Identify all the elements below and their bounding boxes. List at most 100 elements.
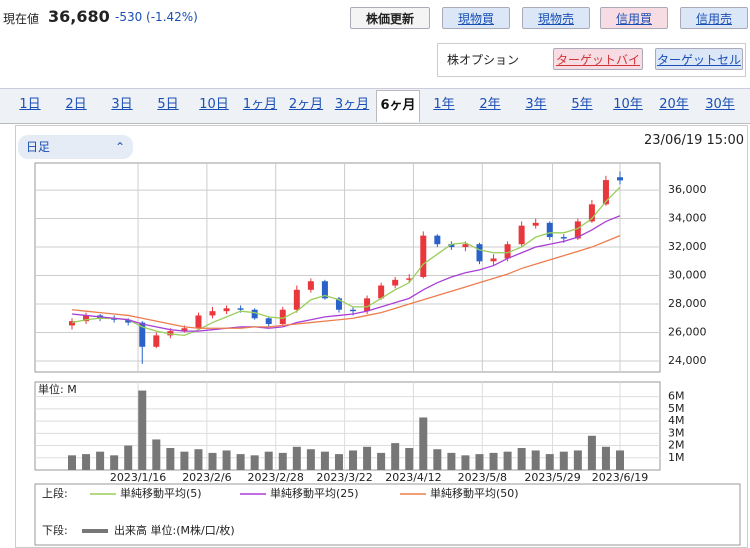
- volume-bar: [208, 452, 217, 470]
- candle-body: [223, 308, 230, 312]
- header-button[interactable]: 現物売: [522, 7, 590, 29]
- candle-body: [574, 221, 581, 239]
- period-tab[interactable]: 20年: [659, 97, 689, 112]
- volume-bar: [180, 451, 189, 470]
- moving-average: [71, 235, 621, 329]
- x-tick-label: 2023/4/12: [385, 471, 441, 484]
- period-tab[interactable]: 5日: [157, 97, 179, 112]
- y-tick-label: 32,000: [668, 240, 707, 253]
- price-change: -530 (-1.42%): [115, 10, 198, 24]
- option-label: 株オプション: [447, 53, 520, 67]
- candle-body: [153, 335, 160, 347]
- header-button[interactable]: 現物買: [442, 7, 510, 29]
- candle-body: [83, 315, 90, 322]
- volume-bar: [489, 452, 498, 470]
- volume-bar: [447, 452, 456, 470]
- volume-bar: [461, 455, 470, 470]
- volume-bar: [236, 454, 245, 470]
- period-tab[interactable]: 2年: [479, 97, 501, 112]
- candle-body: [490, 258, 497, 262]
- candle-body: [518, 225, 525, 245]
- volume-bar: [405, 448, 414, 470]
- volume-bar: [320, 451, 329, 470]
- legend-box: [34, 483, 741, 546]
- legend-label: 出来高 単位:(M株/口/枚): [114, 523, 235, 537]
- period-select[interactable]: 日足 ⌃: [18, 135, 133, 159]
- x-tick-label: 2023/3/22: [316, 471, 372, 484]
- volume-bar: [475, 454, 484, 470]
- period-tab[interactable]: 10日: [199, 97, 229, 112]
- moving-average: [71, 215, 621, 332]
- x-tick-label: 2023/2/6: [182, 471, 231, 484]
- period-tab[interactable]: 2日: [65, 97, 87, 112]
- candle-body: [111, 318, 118, 320]
- option-button[interactable]: ターゲットバイ: [553, 48, 643, 70]
- candle-body: [335, 298, 342, 310]
- volume-bar: [587, 435, 596, 470]
- candle-body: [588, 204, 595, 222]
- candle-body: [476, 244, 483, 262]
- header-button[interactable]: 信用売: [680, 7, 748, 29]
- period-tab[interactable]: 3日: [111, 97, 133, 112]
- tab-bar: [0, 88, 750, 124]
- volume-bar: [222, 450, 231, 470]
- candle-body: [293, 289, 300, 310]
- timestamp: 23/06/19 15:00: [644, 133, 744, 148]
- period-tab[interactable]: 1ヶ月: [242, 97, 278, 112]
- select-arrow: ⌃: [114, 140, 125, 154]
- volume-bar: [194, 449, 203, 470]
- volume-bar: [531, 450, 540, 470]
- y-tick-label: 36,000: [668, 183, 707, 196]
- volume-bar: [166, 448, 175, 470]
- candle-body: [420, 235, 427, 277]
- volume-bar: [82, 454, 91, 470]
- volume-bar: [138, 390, 147, 470]
- period-tab[interactable]: 5年: [571, 97, 593, 112]
- header-button[interactable]: 信用買: [600, 7, 668, 29]
- period-tab[interactable]: 6ヶ月: [376, 90, 420, 122]
- volume-bar: [601, 446, 610, 470]
- legend-title: 上段:: [42, 486, 68, 500]
- header-button[interactable]: 株価更新: [350, 7, 430, 29]
- x-tick-label: 2023/6/19: [592, 471, 648, 484]
- volume-bar: [110, 455, 119, 470]
- y-tick-label: 24,000: [668, 354, 707, 367]
- period-tab[interactable]: 30年: [705, 97, 735, 112]
- volume-bar: [292, 446, 301, 470]
- candle-body: [237, 308, 244, 310]
- candle-body: [378, 285, 385, 299]
- candle-body: [448, 244, 455, 248]
- volume-bar: [96, 451, 105, 470]
- price-label: 現在値: [3, 12, 40, 26]
- option-button[interactable]: ターゲットセル: [655, 48, 743, 70]
- candle-body: [307, 281, 314, 290]
- period-tab[interactable]: 10年: [613, 97, 643, 112]
- candle-body: [321, 281, 328, 299]
- candle-body: [364, 298, 371, 312]
- legend-label: 単純移動平均(50): [430, 486, 519, 500]
- candle-body: [434, 235, 441, 245]
- volume-bar: [334, 454, 343, 470]
- period-tab[interactable]: 3ヶ月: [334, 97, 370, 112]
- candle-body: [279, 309, 286, 324]
- candle-body: [602, 180, 609, 205]
- y-tick-label: 34,000: [668, 212, 707, 225]
- volume-bar: [503, 451, 512, 470]
- option-box: [437, 43, 746, 77]
- candle-body: [392, 279, 399, 286]
- period-tab[interactable]: 1年: [433, 97, 455, 112]
- period-tab[interactable]: 1日: [19, 97, 41, 112]
- x-tick-label: 2023/5/8: [458, 471, 507, 484]
- y-tick-label: 28,000: [668, 297, 707, 310]
- volume-bar: [391, 443, 400, 470]
- candle-body: [532, 222, 539, 226]
- candle-body: [406, 278, 413, 280]
- candle-body: [265, 318, 272, 324]
- volume-bar: [363, 446, 372, 470]
- period-tab[interactable]: 3年: [525, 97, 547, 112]
- period-tab[interactable]: 2ヶ月: [288, 97, 324, 112]
- volume-bar: [306, 449, 315, 470]
- candle-body: [251, 309, 258, 319]
- y-tick-label: 4M: [668, 414, 685, 427]
